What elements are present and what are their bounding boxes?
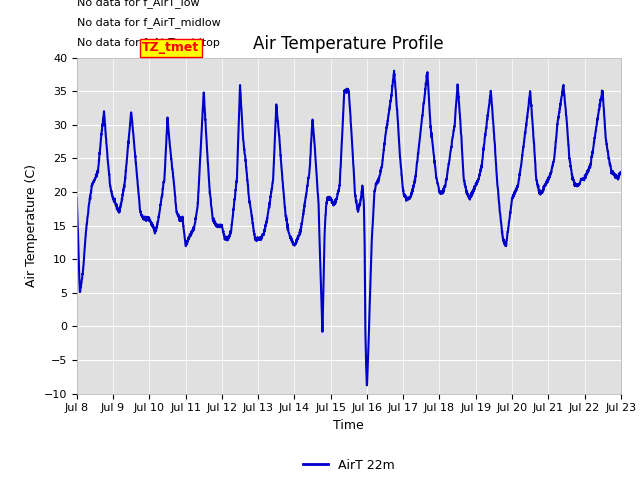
Text: No data for f_AirT_midtop: No data for f_AirT_midtop — [77, 37, 220, 48]
Title: Air Temperature Profile: Air Temperature Profile — [253, 35, 444, 53]
Y-axis label: Air Temperature (C): Air Temperature (C) — [25, 164, 38, 287]
Text: No data for f_AirT_midlow: No data for f_AirT_midlow — [77, 17, 221, 28]
Text: TZ_tmet: TZ_tmet — [142, 41, 199, 54]
X-axis label: Time: Time — [333, 419, 364, 432]
Legend: AirT 22m: AirT 22m — [298, 454, 399, 477]
Text: No data for f_AirT_low: No data for f_AirT_low — [77, 0, 200, 8]
